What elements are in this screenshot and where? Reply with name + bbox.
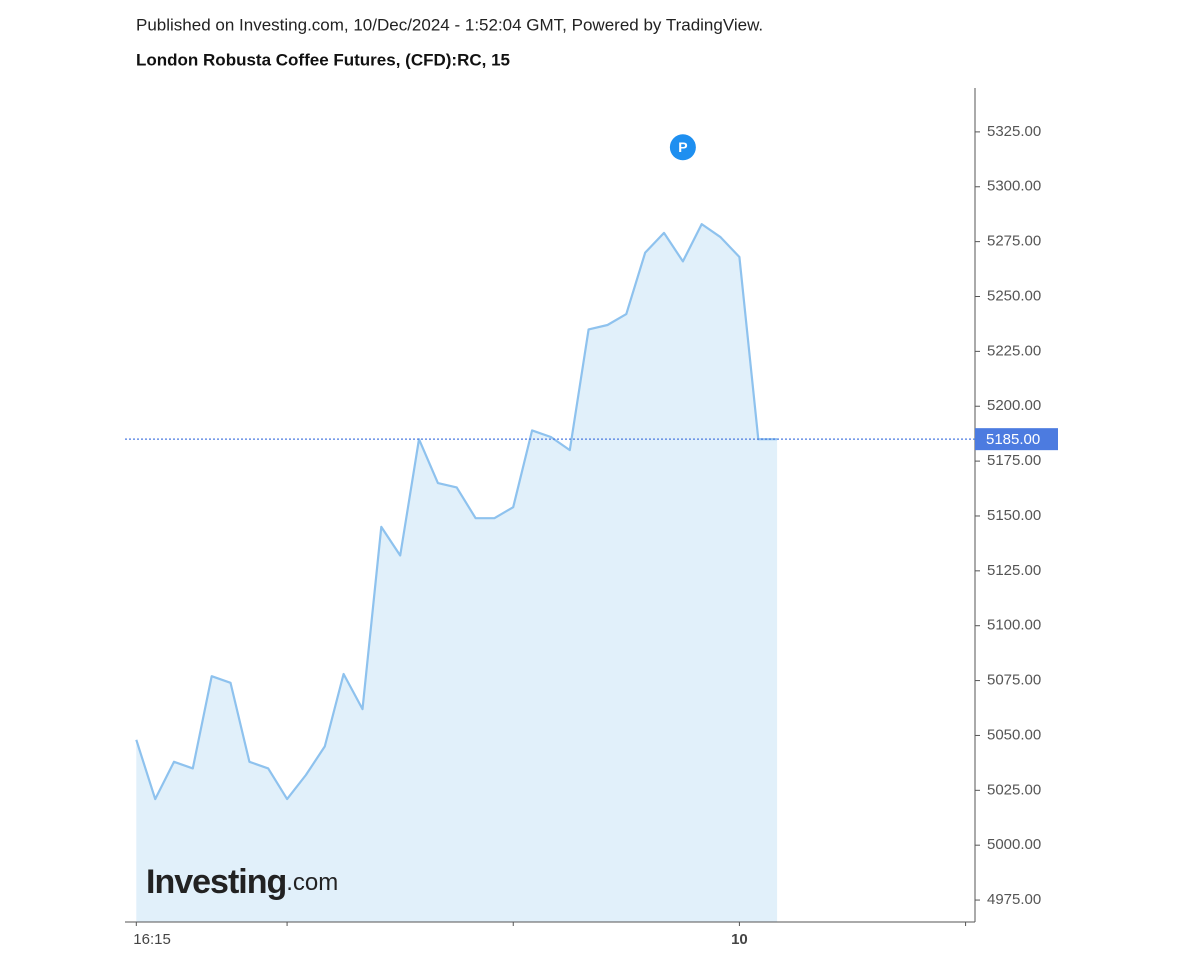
published-note: Published on Investing.com, 10/Dec/2024 … <box>136 15 763 34</box>
chart-title: London Robusta Coffee Futures, (CFD):RC,… <box>136 50 510 69</box>
y-tick-label: 5000.00 <box>987 836 1041 853</box>
marker <box>669 134 696 161</box>
y-tick-label: 5200.00 <box>987 397 1041 414</box>
area-fill <box>136 224 778 923</box>
y-tick-label: 5050.00 <box>987 726 1041 743</box>
logo: Investing.com <box>146 863 338 901</box>
y-tick-label: 5325.00 <box>987 123 1041 140</box>
marker-label: P <box>678 139 687 155</box>
y-tick-label: 4975.00 <box>987 891 1041 908</box>
y-tick-label: 5175.00 <box>987 452 1041 469</box>
price-line <box>135 223 778 801</box>
y-tick-label: 5275.00 <box>987 233 1041 250</box>
y-tick-label: 5150.00 <box>987 507 1041 524</box>
y-tick-label: 5025.00 <box>987 781 1041 798</box>
y-tick-label: 5100.00 <box>987 617 1041 634</box>
y-tick-label: 5250.00 <box>987 287 1041 304</box>
y-tick-label: 5125.00 <box>987 562 1041 579</box>
last-price-label: 5185.00 <box>986 431 1040 448</box>
logo-main: Investing <box>146 863 286 901</box>
x-tick-label: 16:15 <box>133 931 171 948</box>
y-tick-label: 5300.00 <box>987 178 1041 195</box>
x-tick-label: 10 <box>731 931 748 948</box>
y-tick-label: 5075.00 <box>987 672 1041 689</box>
last-price-box <box>975 428 1058 451</box>
logo-suffix: .com <box>286 869 338 896</box>
y-tick-label: 5225.00 <box>987 342 1041 359</box>
